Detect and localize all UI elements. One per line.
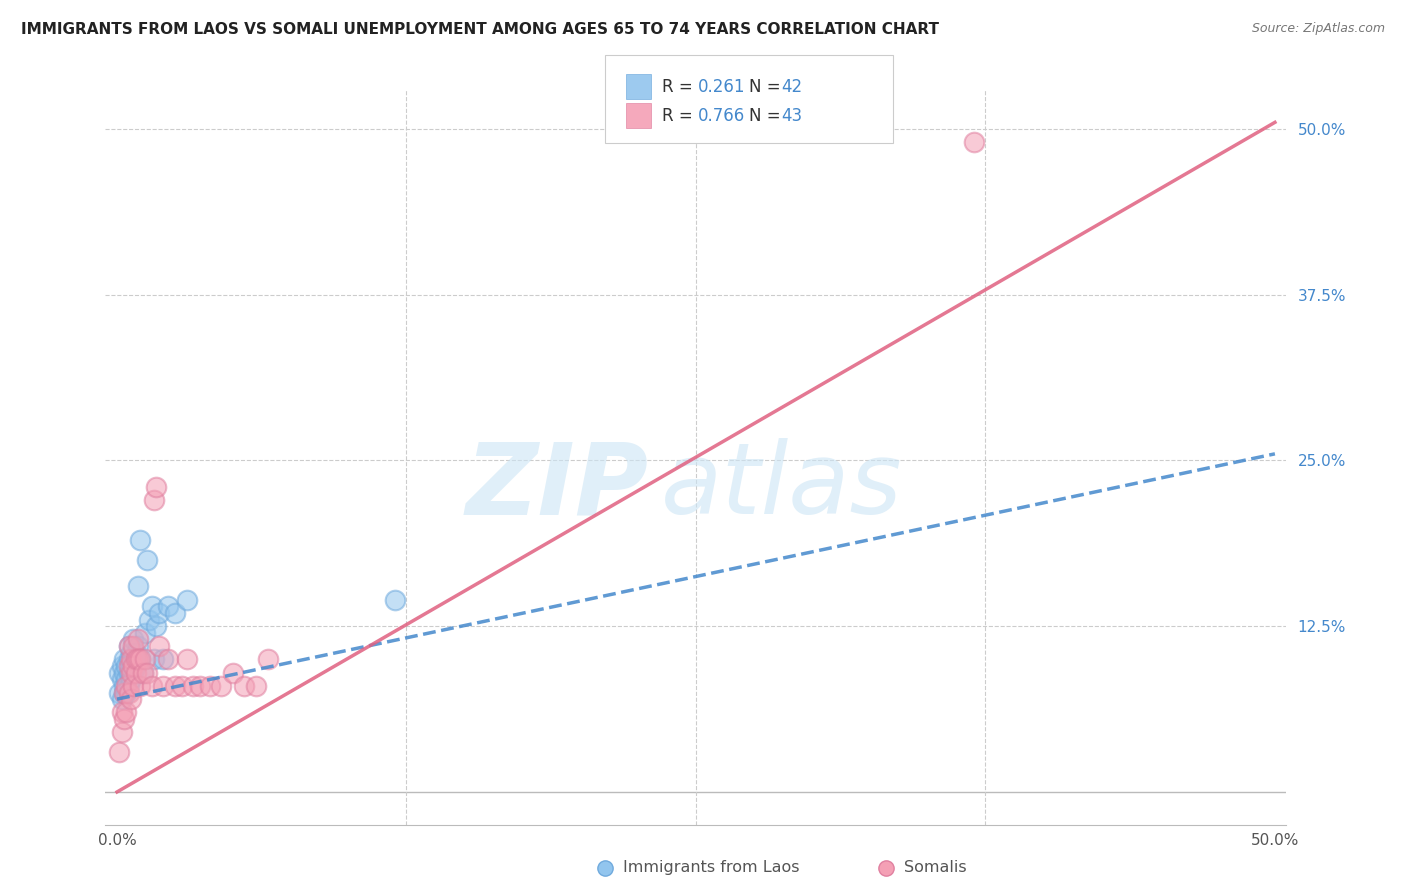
Point — [183, 679, 205, 693]
Point — [145, 619, 167, 633]
Point — [117, 639, 139, 653]
Text: Somalis: Somalis — [904, 861, 967, 875]
Point — [115, 685, 138, 699]
Point — [111, 672, 134, 686]
Text: IMMIGRANTS FROM LAOS VS SOMALI UNEMPLOYMENT AMONG AGES 65 TO 74 YEARS CORRELATIO: IMMIGRANTS FROM LAOS VS SOMALI UNEMPLOYM… — [21, 22, 939, 37]
Text: N =: N = — [749, 107, 786, 125]
Point — [141, 599, 163, 614]
Point — [117, 685, 139, 699]
Point — [122, 639, 145, 653]
Point — [108, 665, 131, 680]
Point — [152, 679, 174, 693]
Point — [127, 652, 149, 666]
Point — [117, 639, 139, 653]
Point — [120, 652, 142, 666]
Point — [134, 625, 156, 640]
Point — [209, 679, 232, 693]
Point — [170, 679, 193, 693]
Point — [129, 679, 152, 693]
Point — [124, 665, 146, 680]
Point — [148, 639, 170, 653]
Point — [120, 672, 142, 686]
Point — [129, 533, 152, 547]
Point — [124, 652, 146, 666]
Point — [129, 652, 152, 666]
Point — [163, 606, 186, 620]
Point — [120, 665, 142, 680]
Point — [134, 652, 156, 666]
Point — [112, 665, 135, 680]
Point — [122, 659, 145, 673]
Point — [111, 706, 134, 720]
Point — [108, 745, 131, 759]
Point — [233, 679, 256, 693]
Point — [124, 659, 146, 673]
Point — [120, 659, 142, 673]
Text: 0.766: 0.766 — [697, 107, 745, 125]
Point — [111, 692, 134, 706]
Point — [108, 685, 131, 699]
Point — [124, 646, 146, 660]
Point — [222, 665, 245, 680]
Point — [117, 659, 139, 673]
Point — [124, 652, 146, 666]
Point — [112, 685, 135, 699]
Point — [176, 592, 198, 607]
Point — [115, 679, 138, 693]
Point — [141, 679, 163, 693]
Text: Immigrants from Laos: Immigrants from Laos — [623, 861, 800, 875]
Text: R =: R = — [662, 107, 699, 125]
Point — [152, 652, 174, 666]
Point — [122, 665, 145, 680]
Text: 42: 42 — [782, 78, 803, 95]
Point — [156, 652, 179, 666]
Point — [256, 652, 278, 666]
Point — [112, 652, 135, 666]
Point — [963, 135, 986, 149]
Point — [120, 646, 142, 660]
Point — [111, 725, 134, 739]
Point — [143, 493, 166, 508]
Point — [190, 679, 212, 693]
Point — [122, 632, 145, 647]
Text: ZIP: ZIP — [465, 438, 648, 535]
Point — [122, 679, 145, 693]
Point — [115, 706, 138, 720]
Point — [198, 679, 221, 693]
Point — [127, 639, 149, 653]
Point — [127, 632, 149, 647]
Text: R =: R = — [662, 78, 699, 95]
Point — [131, 665, 153, 680]
Point — [117, 679, 139, 693]
Text: 43: 43 — [782, 107, 803, 125]
Point — [136, 665, 159, 680]
Point — [145, 480, 167, 494]
Point — [176, 652, 198, 666]
Point — [111, 659, 134, 673]
Point — [115, 672, 138, 686]
Point — [112, 685, 135, 699]
Point — [136, 553, 159, 567]
Point — [138, 613, 160, 627]
Point — [120, 692, 142, 706]
Point — [112, 679, 135, 693]
Point — [122, 652, 145, 666]
Point — [129, 652, 152, 666]
Point — [148, 606, 170, 620]
Point — [115, 659, 138, 673]
Point — [143, 652, 166, 666]
Text: 0.261: 0.261 — [697, 78, 745, 95]
Point — [163, 679, 186, 693]
Point — [156, 599, 179, 614]
Point — [245, 679, 267, 693]
Point — [384, 592, 406, 607]
Text: atlas: atlas — [661, 438, 903, 535]
Point — [131, 665, 153, 680]
Text: Source: ZipAtlas.com: Source: ZipAtlas.com — [1251, 22, 1385, 36]
Point — [127, 579, 149, 593]
Point — [117, 652, 139, 666]
Point — [112, 712, 135, 726]
Point — [117, 665, 139, 680]
Text: N =: N = — [749, 78, 786, 95]
